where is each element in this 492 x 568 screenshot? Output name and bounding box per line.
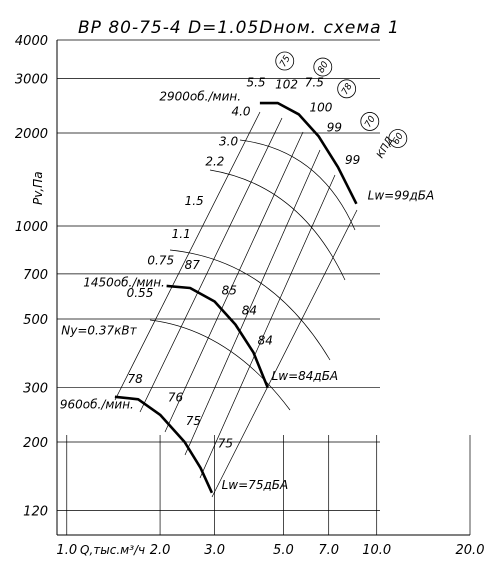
annotation: 99 [327,121,342,135]
annotation: 85 [222,284,237,298]
annotation: 1.1 [172,227,191,241]
annotation: 75 [218,436,233,450]
annotation: Lw=75дБА [222,478,289,492]
annotation: 2.2 [205,154,224,168]
y-tick-label: 500 [23,313,48,328]
x-tick-label: 1.0 [56,543,77,558]
annotation: 102 [275,77,298,91]
y-tick-label: 200 [23,436,48,451]
y-axis-title: Pv,Па [31,171,45,205]
annotation: 84 [242,304,257,318]
efficiency-mark: 70 [363,114,378,129]
annotation: Lw=99дБА [368,188,435,202]
x-tick-label: 10.0 [362,543,391,558]
efficiency-circle [275,51,295,71]
annotation: 75 [186,414,201,428]
x-tick-label: 7.0 [318,543,339,558]
x-tick-label: 3.0 [204,543,225,558]
annotation: 78 [127,372,143,386]
efficiency-circle [360,112,380,131]
annotation: 84 [258,334,273,348]
y-tick-label: 1000 [15,220,48,235]
y-tick-label: 3000 [15,73,48,88]
performance-curve [166,284,269,389]
x-tick-label: 20.0 [456,543,485,558]
annotation: 1.5 [185,194,204,208]
annotation: 0.55 [127,286,154,300]
performance-curve [114,395,214,494]
annotation: 3.0 [219,135,238,149]
annotation: 1450об./мин. [83,275,165,289]
annotation: 2900об./мин. [159,89,241,103]
y-tick-label: 120 [23,505,48,520]
annotation: 5.5 [246,75,265,89]
chart-title: ВР 80-75-4 D=1.05Dном. схема 1 [78,18,400,38]
performance-curve [259,101,358,205]
annotation: Lw=84дБА [272,369,339,383]
annotation: 87 [185,258,201,272]
y-tick-label: 2000 [15,127,48,142]
reference-lines [114,111,358,498]
efficiency-mark: 80 [316,60,331,75]
annotation: 4.0 [231,104,250,118]
x-tick-label: 2.0 [150,543,171,558]
efficiency-circle [313,57,333,77]
efficiency-mark: 75 [278,54,293,69]
x-tick-label: 5.0 [273,543,294,558]
annotation: 0.75 [147,253,174,267]
efficiency-mark: 78 [340,82,355,97]
x-axis-title: Q,тыс.м³/ч [80,543,145,557]
annotation: 76 [168,391,184,405]
annotation: 960об./мин. [60,397,134,411]
efficiency-circle [388,129,408,148]
efficiency-circle [337,79,357,99]
y-tick-label: 4000 [15,34,48,49]
y-tick-label: 700 [23,268,48,283]
y-tick-label: 300 [23,382,48,397]
annotation: Ny=0.37кВт [61,324,137,338]
annotation: 99 [345,153,360,167]
annotation: 7.5 [305,75,324,89]
annotation: 100 [310,100,333,114]
